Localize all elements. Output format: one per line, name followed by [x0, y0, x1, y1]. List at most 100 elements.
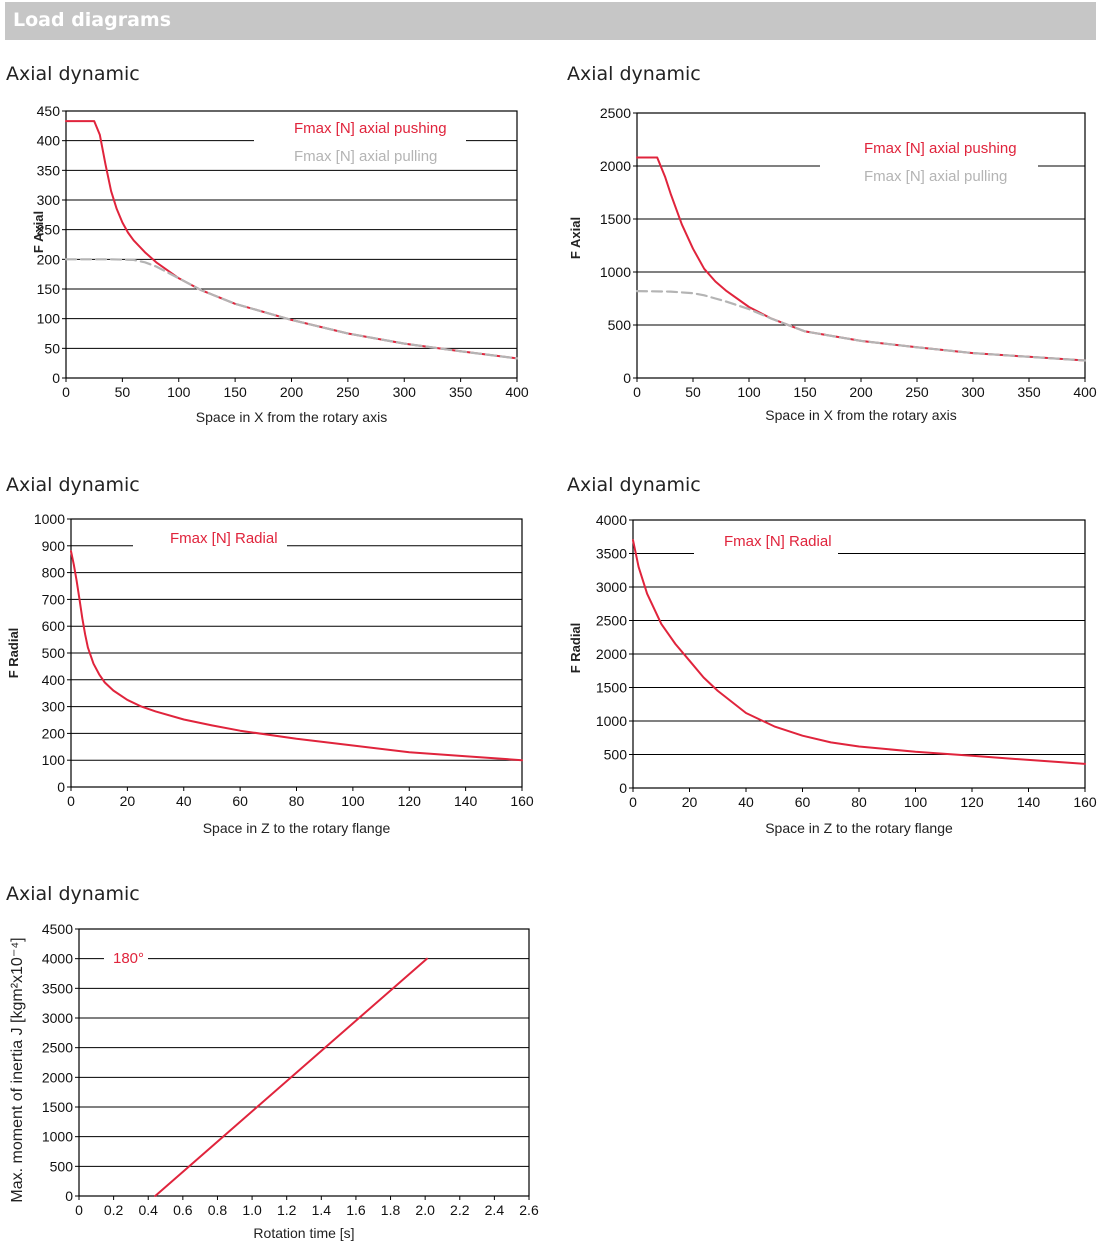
chart-3-x-tick-label: 60 [232, 793, 248, 809]
chart-1-x-tick-label: 400 [505, 384, 529, 400]
chart-3-x-tick-label: 0 [67, 793, 75, 809]
section-title: Load diagrams [13, 9, 172, 31]
chart-2-y-tick-label: 1500 [600, 211, 631, 227]
chart-3-x-tick-label: 40 [176, 793, 192, 809]
chart-5-x-tick-label: 2.4 [485, 1202, 505, 1218]
chart-1-y-tick-label: 300 [37, 192, 61, 208]
chart-5-y-tick-label: 1000 [42, 1129, 73, 1145]
chart-2-y-tick-label: 0 [623, 370, 631, 386]
chart-3-x-tick-label: 100 [341, 793, 365, 809]
chart-1-y-axis-label: F Axial [31, 211, 46, 253]
chart-2-y-tick-label: 2000 [600, 158, 631, 174]
chart-1-y-tick-label: 100 [37, 311, 61, 327]
chart-4-x-tick-label: 140 [1017, 794, 1041, 810]
chart-5-x-tick-label: 0.2 [104, 1202, 124, 1218]
chart-3-y-tick-label: 1000 [34, 511, 65, 527]
chart-1-y-tick-label: 400 [37, 133, 61, 149]
chart-3-series-1-line [70, 550, 523, 762]
chart-1-legend-label: Fmax [N] axial pushing [294, 120, 447, 137]
chart-1-x-tick-label: 300 [393, 384, 417, 400]
chart-3-x-tick-label: 160 [510, 793, 534, 809]
chart-1-y-tick-label: 450 [37, 103, 61, 119]
chart-1-x-tick-label: 350 [449, 384, 473, 400]
chart-3-y-tick-label: 200 [42, 725, 66, 741]
chart-2-x-tick-label: 200 [849, 384, 873, 400]
chart-3-y-tick-label: 900 [42, 538, 66, 554]
chart-4-x-tick-label: 120 [960, 794, 984, 810]
chart-5-x-tick-label: 1.6 [346, 1202, 366, 1218]
chart-3-x-tick-label: 140 [454, 793, 478, 809]
chart-5-x-tick-label: 2.6 [519, 1202, 539, 1218]
chart-5-x-tick-label: 1.0 [242, 1202, 262, 1218]
chart-5-x-tick-label: 1.4 [312, 1202, 332, 1218]
chart-1-series-1-line [65, 120, 518, 360]
chart-2-x-tick-label: 350 [1017, 384, 1041, 400]
chart-3-legend-label: Fmax [N] Radial [170, 530, 278, 547]
chart-2-series-1-line [636, 156, 1086, 362]
chart-5-y-tick-label: 2000 [42, 1069, 73, 1085]
chart-4-y-tick-label: 2500 [596, 613, 627, 629]
chart-1-y-tick-label: 0 [52, 370, 60, 386]
chart-3-x-tick-label: 20 [120, 793, 136, 809]
chart-2-x-tick-label: 400 [1073, 384, 1097, 400]
chart-5-x-tick-label: 0 [75, 1202, 83, 1218]
chart-5-title: Axial dynamic [6, 883, 140, 905]
chart-4-series-1-line [632, 539, 1086, 765]
chart-2-title: Axial dynamic [567, 63, 701, 85]
chart-1-y-tick-label: 250 [37, 222, 61, 238]
chart-4-y-tick-label: 3000 [596, 579, 627, 595]
chart-2-x-tick-label: 0 [633, 384, 641, 400]
chart-4-y-tick-label: 3500 [596, 546, 627, 562]
chart-4-y-tick-label: 1000 [596, 713, 627, 729]
chart-4-y-tick-label: 4000 [596, 512, 627, 528]
chart-2-legend-label: Fmax [N] axial pushing [864, 140, 1017, 157]
chart-5-x-tick-label: 0.8 [208, 1202, 228, 1218]
chart-5-x-tick-label: 0.6 [173, 1202, 193, 1218]
chart-5-y-tick-label: 3000 [42, 1010, 73, 1026]
chart-4-x-tick-label: 100 [904, 794, 928, 810]
chart-3-y-tick-label: 300 [42, 699, 66, 715]
chart-2-y-tick-label: 2500 [600, 105, 631, 121]
chart-3-title: Axial dynamic [6, 474, 140, 496]
chart-1-series-2-line [64, 258, 519, 360]
chart-1-x-axis-label: Space in X from the rotary axis [196, 409, 387, 425]
chart-3-y-tick-label: 400 [42, 672, 66, 688]
chart-4-x-tick-label: 0 [629, 794, 637, 810]
chart-1-x-tick-label: 0 [62, 384, 70, 400]
chart-2-y-axis-label: F Axial [568, 217, 583, 259]
chart-1-y-tick-label: 200 [37, 251, 61, 267]
chart-4-y-tick-label: 0 [619, 780, 627, 796]
chart-1-x-tick-label: 200 [280, 384, 304, 400]
chart-1-y-tick-label: 50 [44, 340, 60, 356]
chart-4-x-tick-label: 80 [851, 794, 867, 810]
chart-2-x-axis-label: Space in X from the rotary axis [765, 407, 956, 423]
chart-1-x-tick-label: 50 [115, 384, 131, 400]
chart-5-y-tick-label: 4500 [42, 921, 73, 937]
chart-5-y-tick-label: 500 [50, 1158, 74, 1174]
chart-5-y-tick-label: 4000 [42, 951, 73, 967]
chart-5-legend-label: 180° [113, 950, 144, 967]
chart-4-x-tick-label: 160 [1073, 794, 1097, 810]
chart-5-y-axis-label: Max. moment of inertia J [kgm²x10⁻⁴] [9, 937, 26, 1202]
chart-1-y-tick-label: 150 [37, 281, 61, 297]
chart-5-y-tick-label: 1500 [42, 1099, 73, 1115]
chart-5-x-tick-label: 0.4 [138, 1202, 158, 1218]
chart-3-x-axis-label: Space in Z to the rotary flange [203, 820, 391, 836]
chart-4-x-tick-label: 20 [682, 794, 698, 810]
chart-2-x-tick-label: 300 [961, 384, 985, 400]
chart-2-y-tick-label: 1000 [600, 264, 631, 280]
chart-2-x-tick-label: 150 [793, 384, 817, 400]
chart-1-legend-label: Fmax [N] axial pulling [294, 148, 437, 165]
chart-2-x-tick-label: 50 [685, 384, 701, 400]
chart-2-legend-label: Fmax [N] axial pulling [864, 168, 1007, 185]
chart-4-y-tick-label: 2000 [596, 646, 627, 662]
chart-1-x-tick-label: 100 [167, 384, 191, 400]
chart-1-x-tick-label: 250 [336, 384, 360, 400]
chart-4-y-tick-label: 1500 [596, 680, 627, 696]
chart-5-x-tick-label: 2.2 [450, 1202, 470, 1218]
chart-4-legend-label: Fmax [N] Radial [724, 533, 832, 550]
chart-4-x-axis-label: Space in Z to the rotary flange [765, 820, 953, 836]
chart-2-series-2-line [635, 290, 1087, 362]
chart-5-series-1-line [154, 957, 428, 1197]
